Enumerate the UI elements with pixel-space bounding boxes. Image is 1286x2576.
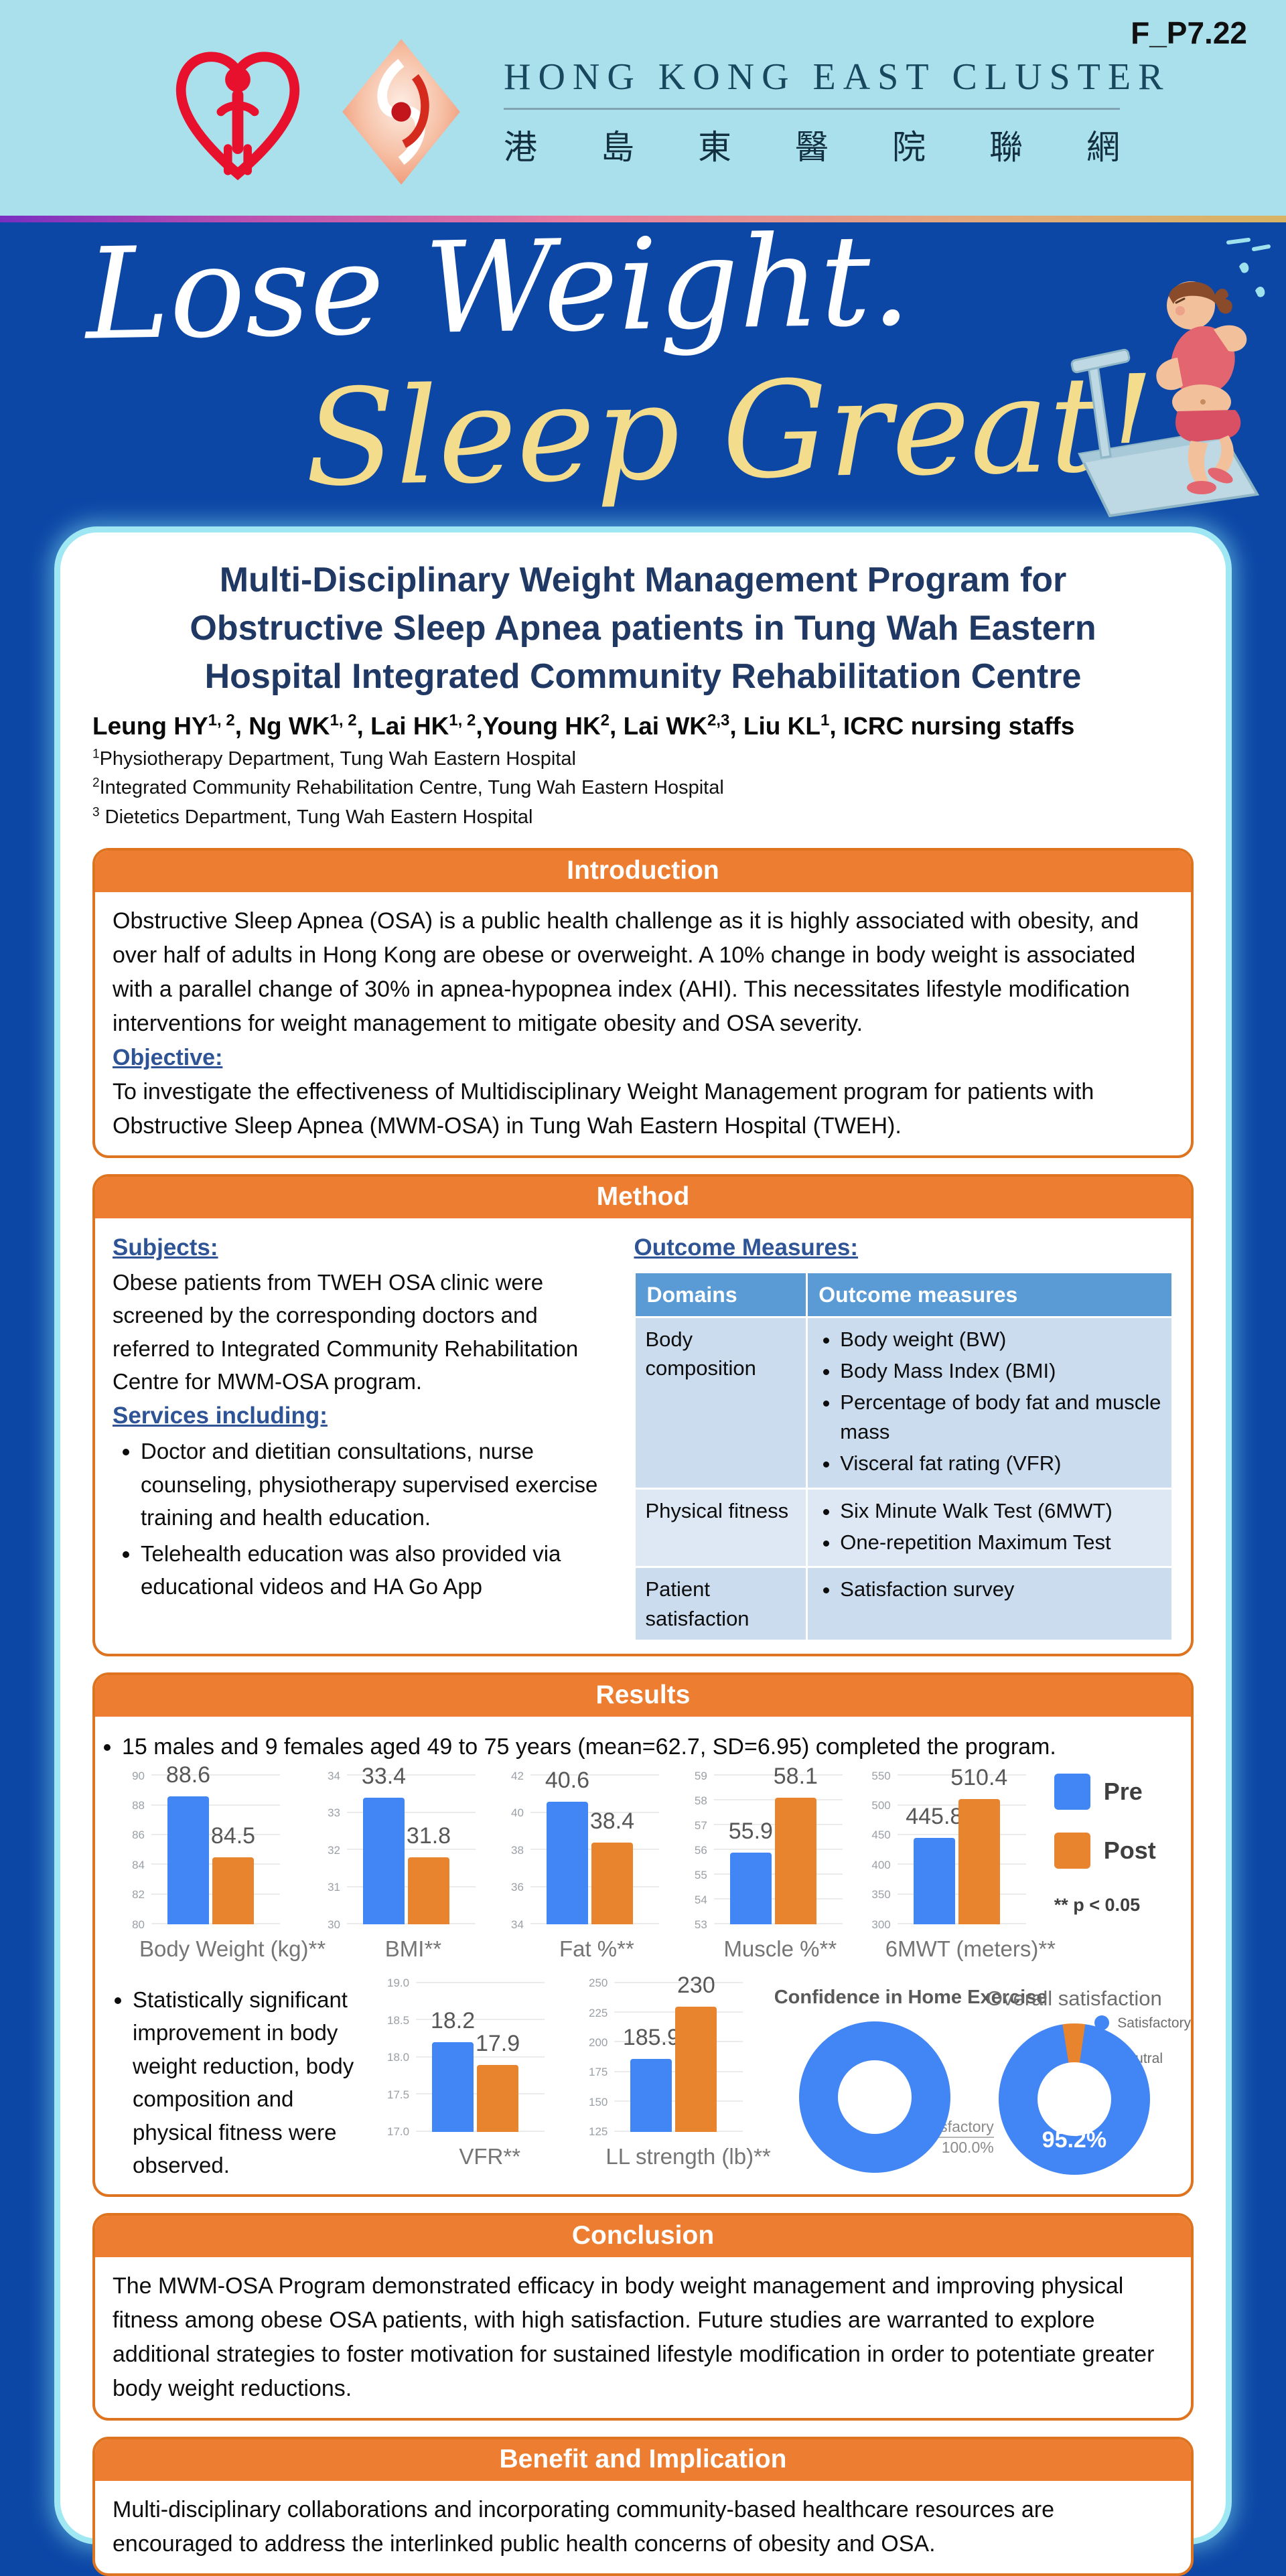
- introduction-heading: Introduction: [95, 851, 1191, 896]
- method-heading: Method: [95, 1177, 1191, 1222]
- hospital-authority-logo: [175, 52, 300, 181]
- org-name-block: HONG KONG EAST CLUSTER 港島東醫院聯網: [504, 56, 1171, 169]
- pre-swatch: [1054, 1774, 1090, 1810]
- charts-row-2: Statistically significant improvement in…: [113, 1973, 1191, 2182]
- subjects-text: Obese patients from TWEH OSA clinic were…: [113, 1269, 579, 1394]
- outcome-measures-label: Outcome Measures:: [634, 1234, 859, 1261]
- hkec-logo: [342, 39, 460, 185]
- banner-lose-weight: Lose Weight.: [84, 207, 912, 368]
- gradient-divider: [0, 216, 1286, 222]
- benefit-heading: Benefit and Implication: [95, 2439, 1191, 2484]
- banner-sleep-great: Sleep Great!: [303, 346, 1157, 516]
- method-body: Subjects: Obese patients from TWEH OSA c…: [95, 1221, 1191, 1654]
- content-card: Multi-Disciplinary Weight Management Pro…: [60, 532, 1226, 2576]
- chart-ll-strength: 250 225 200 175 150 125 185.9 230 LL strength (l…: [589, 1973, 771, 2169]
- subjects-label: Subjects:: [113, 1234, 218, 1261]
- charts-row-1: 90 88 86 84 82 80 88.6 84.5 Body Weight (kg)** 3…: [113, 1762, 1173, 1966]
- introduction-paragraph: Obstructive Sleep Apnea (OSA) is a publi…: [113, 908, 1139, 1037]
- legend-post: Post: [1054, 1833, 1173, 1869]
- results-bullet2-block: Statistically significant improvement in…: [113, 1983, 377, 2182]
- objective-text: To investigate the effectiveness of Mult…: [113, 1079, 1094, 1139]
- chart-legend: Pre Post ** p < 0.05: [1054, 1774, 1173, 1966]
- poster-title: Multi-Disciplinary Weight Management Pro…: [190, 561, 1096, 696]
- donut-overall-satisfaction: Overall satisfaction Satisfactory Neutral 9…: [975, 1983, 1191, 2175]
- conclusion-heading: Conclusion: [95, 2215, 1191, 2260]
- introduction-body: Obstructive Sleep Apnea (OSA) is a publi…: [95, 895, 1191, 1155]
- legend-pre: Pre: [1054, 1774, 1173, 1810]
- post-swatch: [1054, 1833, 1090, 1869]
- chart-muscle-percent: 59 58 57 56 55 54 53 55.9 58.1 Muscle %**: [675, 1764, 859, 1966]
- results-body: 15 males and 9 females aged 49 to 75 yea…: [95, 1719, 1191, 2194]
- chart-vfr: 19.0 18.5 18.0 17.5 17.0 18.2 17.9 VFR**: [377, 1977, 575, 2173]
- services-label: Services including:: [113, 1402, 328, 1429]
- org-name-zh: 港島東醫院聯網: [504, 128, 1120, 166]
- conclusion-body: The MWM-OSA Program demonstrated efficac…: [113, 2273, 1155, 2401]
- poster-code: F_P7.22: [1131, 15, 1247, 50]
- results-heading: Results: [95, 1675, 1191, 1720]
- benefit-section: Benefit and Implication Multi-disciplina…: [92, 2436, 1194, 2576]
- authors: Leung HY1, 2, Ng WK1, 2, Lai HK1, 2,Youn…: [92, 711, 1075, 740]
- cluster-header: F_P7.22: [0, 0, 1286, 216]
- chart-bmi: 34 33 32 31 30 33.4 31.8 BMI**: [308, 1764, 492, 1966]
- affiliations: 1Physiotherapy Department, Tung Wah East…: [92, 746, 724, 828]
- method-section: Method Subjects: Obese patients from TWE…: [92, 1174, 1194, 1657]
- woman-on-treadmill-cartoon: [1070, 238, 1271, 518]
- method-right-column: Outcome Measures: Domains Outcome measure…: [634, 1230, 1173, 1642]
- chart-body-weight: 90 88 86 84 82 80 88.6 84.5 Body Weight (kg)**: [132, 1762, 326, 1962]
- results-bullet-demographics: 15 males and 9 females aged 49 to 75 yea…: [122, 1730, 1173, 1764]
- logo-row: HONG KONG EAST CLUSTER 港島東醫院聯網: [167, 35, 1171, 189]
- results-section: Results 15 males and 9 females aged 49 t…: [92, 1672, 1194, 2197]
- objective-label: Objective:: [113, 1045, 223, 1071]
- org-name-en: HONG KONG EAST CLUSTER: [504, 56, 1171, 98]
- results-bullet-significance: Statistically significant improvement in…: [133, 1983, 377, 2182]
- significance-note: ** p < 0.05: [1054, 1895, 1141, 1916]
- benefit-body: Multi-disciplinary collaborations and in…: [113, 2496, 1055, 2557]
- chart-fat-percent: 42 40 38 36 34 40.6 38.4 Fat %**: [492, 1768, 675, 1966]
- chart-6mwt: 550 500 450 400 350 300 445.8 510.4 6MWT (meters…: [871, 1765, 1056, 1962]
- introduction-section: Introduction Obstructive Sleep Apnea (OS…: [92, 848, 1194, 1159]
- method-left-column: Subjects: Obese patients from TWEH OSA c…: [113, 1230, 611, 1642]
- org-divider: [504, 107, 1120, 110]
- donut-confidence-home-exercise: Confidence in Home Exercise Satisfactory 1…: [774, 1983, 1047, 2173]
- services-list: Doctor and dietitian consultations, nurs…: [141, 1435, 611, 1603]
- conclusion-section: Conclusion The MWM-OSA Program demonstra…: [92, 2212, 1194, 2421]
